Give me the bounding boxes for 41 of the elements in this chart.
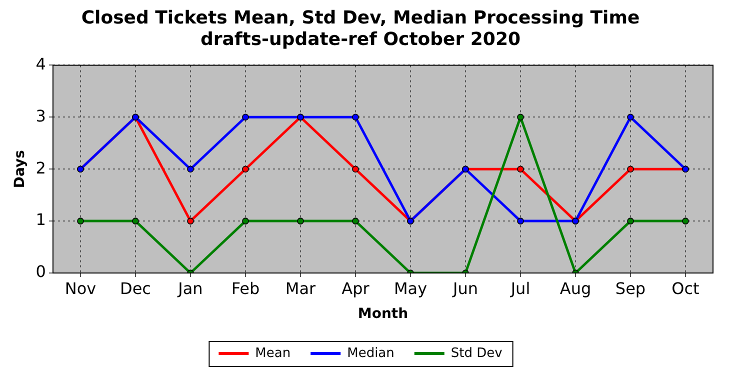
point: [187, 218, 194, 224]
x-tick-label: May: [394, 278, 428, 298]
x-tick-label: Jun: [452, 278, 478, 298]
x-tick-label: Jul: [510, 278, 530, 298]
point: [242, 114, 249, 121]
point: [682, 218, 689, 224]
point: [517, 114, 524, 121]
y-tick-label: 4: [36, 54, 46, 74]
point: [627, 114, 634, 121]
x-tick-label: Mar: [285, 278, 316, 298]
y-tick-label: 1: [36, 210, 46, 230]
point: [187, 166, 194, 172]
x-tick-label: Jan: [177, 278, 203, 298]
legend-label: Std Dev: [450, 346, 503, 361]
x-tick-label: Dec: [120, 278, 151, 298]
point: [517, 218, 524, 224]
x-tick-label: Nov: [64, 278, 96, 298]
x-tick-label: Feb: [231, 278, 260, 298]
x-tick-label: Aug: [560, 278, 592, 298]
y-tick-label: 3: [36, 106, 46, 126]
point: [132, 218, 139, 224]
y-tick-label: 2: [36, 158, 46, 178]
y-tick-label: 0: [36, 262, 46, 282]
legend-label: Median: [347, 346, 394, 361]
point: [242, 218, 249, 224]
point: [297, 218, 304, 224]
y-axis-title: Days: [12, 150, 28, 188]
point: [627, 218, 634, 224]
point: [77, 218, 84, 224]
x-tick-label: Sep: [615, 278, 646, 298]
point: [352, 218, 359, 224]
point: [352, 114, 359, 121]
chart-title: Closed Tickets Mean, Std Dev, Median Processing Time drafts-update-ref October 2020: [81, 7, 640, 50]
point: [352, 166, 359, 172]
point: [242, 166, 249, 172]
point: [627, 166, 634, 172]
point: [517, 166, 524, 172]
x-tick-label: Oct: [672, 278, 700, 298]
legend-label: Mean: [255, 346, 291, 361]
x-tick-label: Apr: [342, 278, 370, 298]
x-axis-title: Month: [358, 306, 408, 322]
